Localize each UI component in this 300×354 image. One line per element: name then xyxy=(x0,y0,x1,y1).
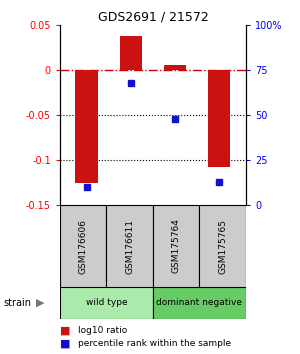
Text: GSM176606: GSM176606 xyxy=(79,218,88,274)
Bar xyxy=(106,205,153,287)
Title: GDS2691 / 21572: GDS2691 / 21572 xyxy=(98,11,208,24)
Text: ■: ■ xyxy=(60,326,70,336)
Text: GSM176611: GSM176611 xyxy=(125,218,134,274)
Text: GSM175764: GSM175764 xyxy=(172,218,181,274)
Bar xyxy=(153,287,246,319)
Text: GSM175765: GSM175765 xyxy=(218,218,227,274)
Bar xyxy=(153,205,200,287)
Bar xyxy=(120,36,142,70)
Text: strain: strain xyxy=(3,298,31,308)
Text: ■: ■ xyxy=(60,338,70,348)
Bar xyxy=(164,65,186,70)
Bar xyxy=(208,70,230,167)
Text: percentile rank within the sample: percentile rank within the sample xyxy=(78,339,231,348)
Bar xyxy=(200,205,246,287)
Text: dominant negative: dominant negative xyxy=(157,298,242,307)
Bar xyxy=(60,205,106,287)
Text: log10 ratio: log10 ratio xyxy=(78,326,127,336)
Bar xyxy=(60,287,153,319)
Text: wild type: wild type xyxy=(86,298,127,307)
Bar xyxy=(76,70,98,183)
Text: ▶: ▶ xyxy=(36,298,45,308)
